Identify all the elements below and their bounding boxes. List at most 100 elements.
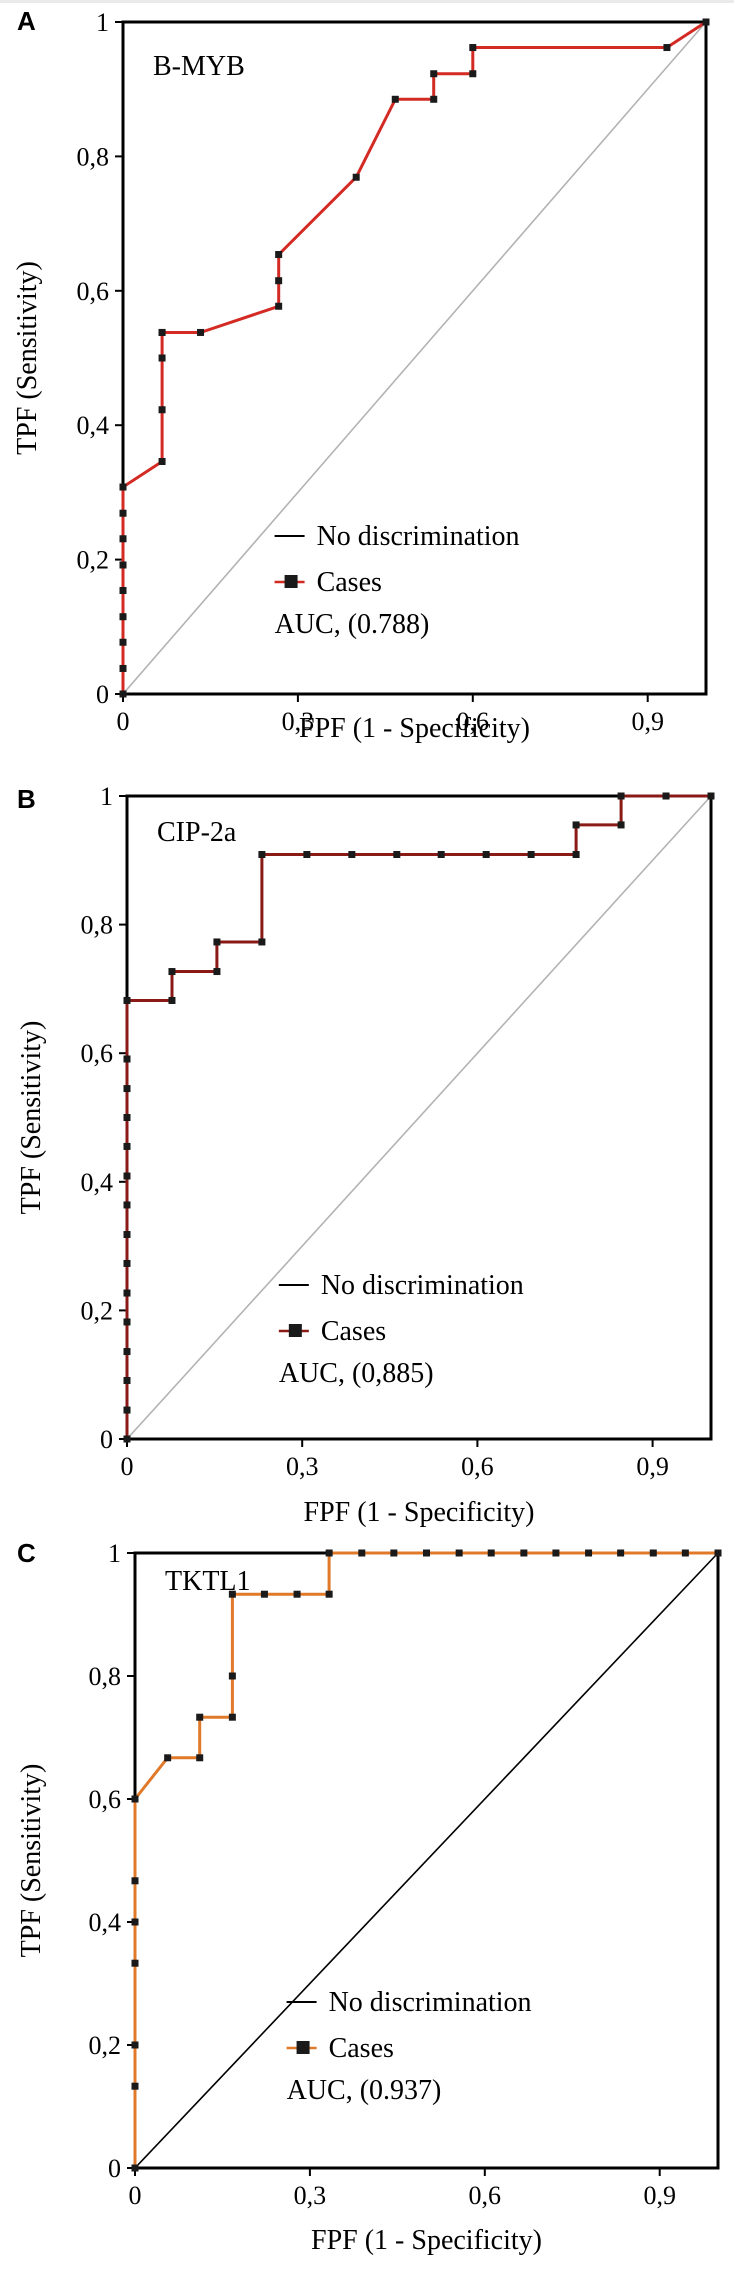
- roc-point: [123, 1085, 131, 1093]
- roc-point: [119, 638, 127, 646]
- roc-point: [663, 44, 671, 52]
- roc-point: [196, 1713, 204, 1721]
- panel-label: C: [17, 1538, 36, 1568]
- y-tick-label: 0,6: [81, 1039, 114, 1068]
- x-axis-title: FPF (1 - Specificity): [304, 1497, 535, 1528]
- roc-point: [293, 1590, 301, 1598]
- roc-point: [119, 613, 127, 621]
- no-discrimination-line: [126, 795, 712, 1440]
- panel-label: A: [17, 6, 36, 36]
- roc-point: [275, 302, 283, 310]
- roc-point: [131, 2164, 139, 2172]
- roc-point: [662, 792, 670, 800]
- roc-point: [123, 1055, 131, 1063]
- roc-point: [325, 1590, 333, 1598]
- roc-point: [131, 1918, 139, 1926]
- roc-point: [430, 95, 438, 103]
- roc-point: [649, 1549, 657, 1557]
- roc-point: [430, 70, 438, 78]
- x-tick-label: 0: [121, 1452, 134, 1481]
- roc-point: [123, 1201, 131, 1209]
- y-tick-label: 0,8: [89, 1662, 122, 1691]
- legend-cases-swatch-marker: [284, 575, 298, 588]
- roc-point: [469, 70, 477, 78]
- y-tick-label: 1: [108, 1539, 121, 1568]
- no-discrimination-line: [122, 21, 707, 695]
- roc-point: [585, 1549, 593, 1557]
- legend-reference-label: No discrimination: [329, 1987, 532, 2018]
- roc-point: [158, 406, 166, 414]
- y-tick-label: 0,2: [89, 2031, 122, 2060]
- y-tick-label: 0,2: [77, 546, 110, 575]
- roc-point: [469, 44, 477, 52]
- roc-point: [197, 328, 205, 336]
- roc-point: [260, 1590, 268, 1598]
- roc-point: [123, 1172, 131, 1180]
- y-tick-label: 0,4: [77, 411, 110, 440]
- roc-point: [123, 1318, 131, 1326]
- roc-point: [168, 968, 176, 976]
- roc-point: [158, 457, 166, 465]
- y-tick-label: 0,6: [77, 277, 110, 306]
- roc-point: [520, 1549, 528, 1557]
- roc-point: [617, 821, 625, 829]
- roc-point: [123, 1231, 131, 1239]
- x-tick-label: 0: [129, 2181, 142, 2210]
- legend-cases-label: Cases: [329, 2033, 394, 2064]
- roc-point: [303, 851, 311, 859]
- roc-point: [131, 1795, 139, 1803]
- roc-point: [119, 690, 127, 698]
- roc-point: [123, 1142, 131, 1150]
- roc-panel-c: C 0 0,3 0,6 0,9 0 0,2 0,4 0,6 0,8 1 FPF (1 - Specif…: [16, 1538, 722, 2256]
- roc-point: [325, 1549, 333, 1557]
- roc-point: [123, 1348, 131, 1356]
- roc-point: [572, 851, 580, 859]
- x-tick-label: 0,6: [461, 1452, 494, 1481]
- roc-point: [617, 792, 625, 800]
- roc-point: [119, 509, 127, 517]
- x-tick-label: 0,6: [469, 2181, 502, 2210]
- top-rule: [0, 0, 734, 3]
- roc-point: [681, 1549, 689, 1557]
- x-tick-label: 0,3: [294, 2181, 327, 2210]
- x-tick-label: 0,9: [636, 1452, 669, 1481]
- x-tick-label: 0,9: [631, 707, 664, 736]
- auc-label: AUC, (0,885): [279, 1358, 434, 1389]
- panel-label: B: [17, 784, 36, 814]
- y-axis-title: TPF (Sensitivity): [16, 1021, 47, 1215]
- y-tick-label: 0: [96, 680, 109, 709]
- roc-point: [123, 1435, 131, 1443]
- y-tick-label: 0: [100, 1425, 113, 1454]
- roc-point: [123, 1259, 131, 1267]
- y-tick-label: 0,4: [81, 1168, 114, 1197]
- y-tick-label: 0,4: [89, 1908, 122, 1937]
- roc-point: [131, 2082, 139, 2090]
- roc-panel-a: A 0 0,3 0,6 0,9 0 0,2 0,4 0,6 0,8 1 FPF (1 - Specif…: [12, 6, 710, 744]
- roc-point: [119, 535, 127, 543]
- legend-reference-label: No discrimination: [317, 521, 520, 552]
- roc-point: [168, 996, 176, 1004]
- roc-point: [707, 792, 715, 800]
- plot-frame: [121, 20, 708, 696]
- chart-title: TKTL1: [165, 1566, 251, 1597]
- legend-cases-swatch-marker: [296, 2041, 310, 2054]
- roc-point: [123, 1406, 131, 1414]
- x-tick-label: 0,3: [286, 1452, 319, 1481]
- roc-point: [348, 851, 356, 859]
- roc-point: [437, 851, 445, 859]
- y-axis-title: TPF (Sensitivity): [16, 1764, 47, 1958]
- roc-point: [358, 1549, 366, 1557]
- legend-cases-swatch-marker: [288, 1324, 302, 1337]
- roc-point: [487, 1549, 495, 1557]
- roc-point: [455, 1549, 463, 1557]
- roc-point: [228, 1672, 236, 1680]
- no-discrimination-line: [134, 1552, 719, 2169]
- x-axis-title: FPF (1 - Specificity): [311, 2225, 542, 2256]
- y-tick-label: 0,8: [77, 142, 110, 171]
- roc-point: [158, 354, 166, 362]
- roc-point: [275, 277, 283, 285]
- y-tick-label: 1: [100, 782, 113, 811]
- roc-point: [702, 18, 710, 26]
- legend-reference-label: No discrimination: [321, 1270, 524, 1301]
